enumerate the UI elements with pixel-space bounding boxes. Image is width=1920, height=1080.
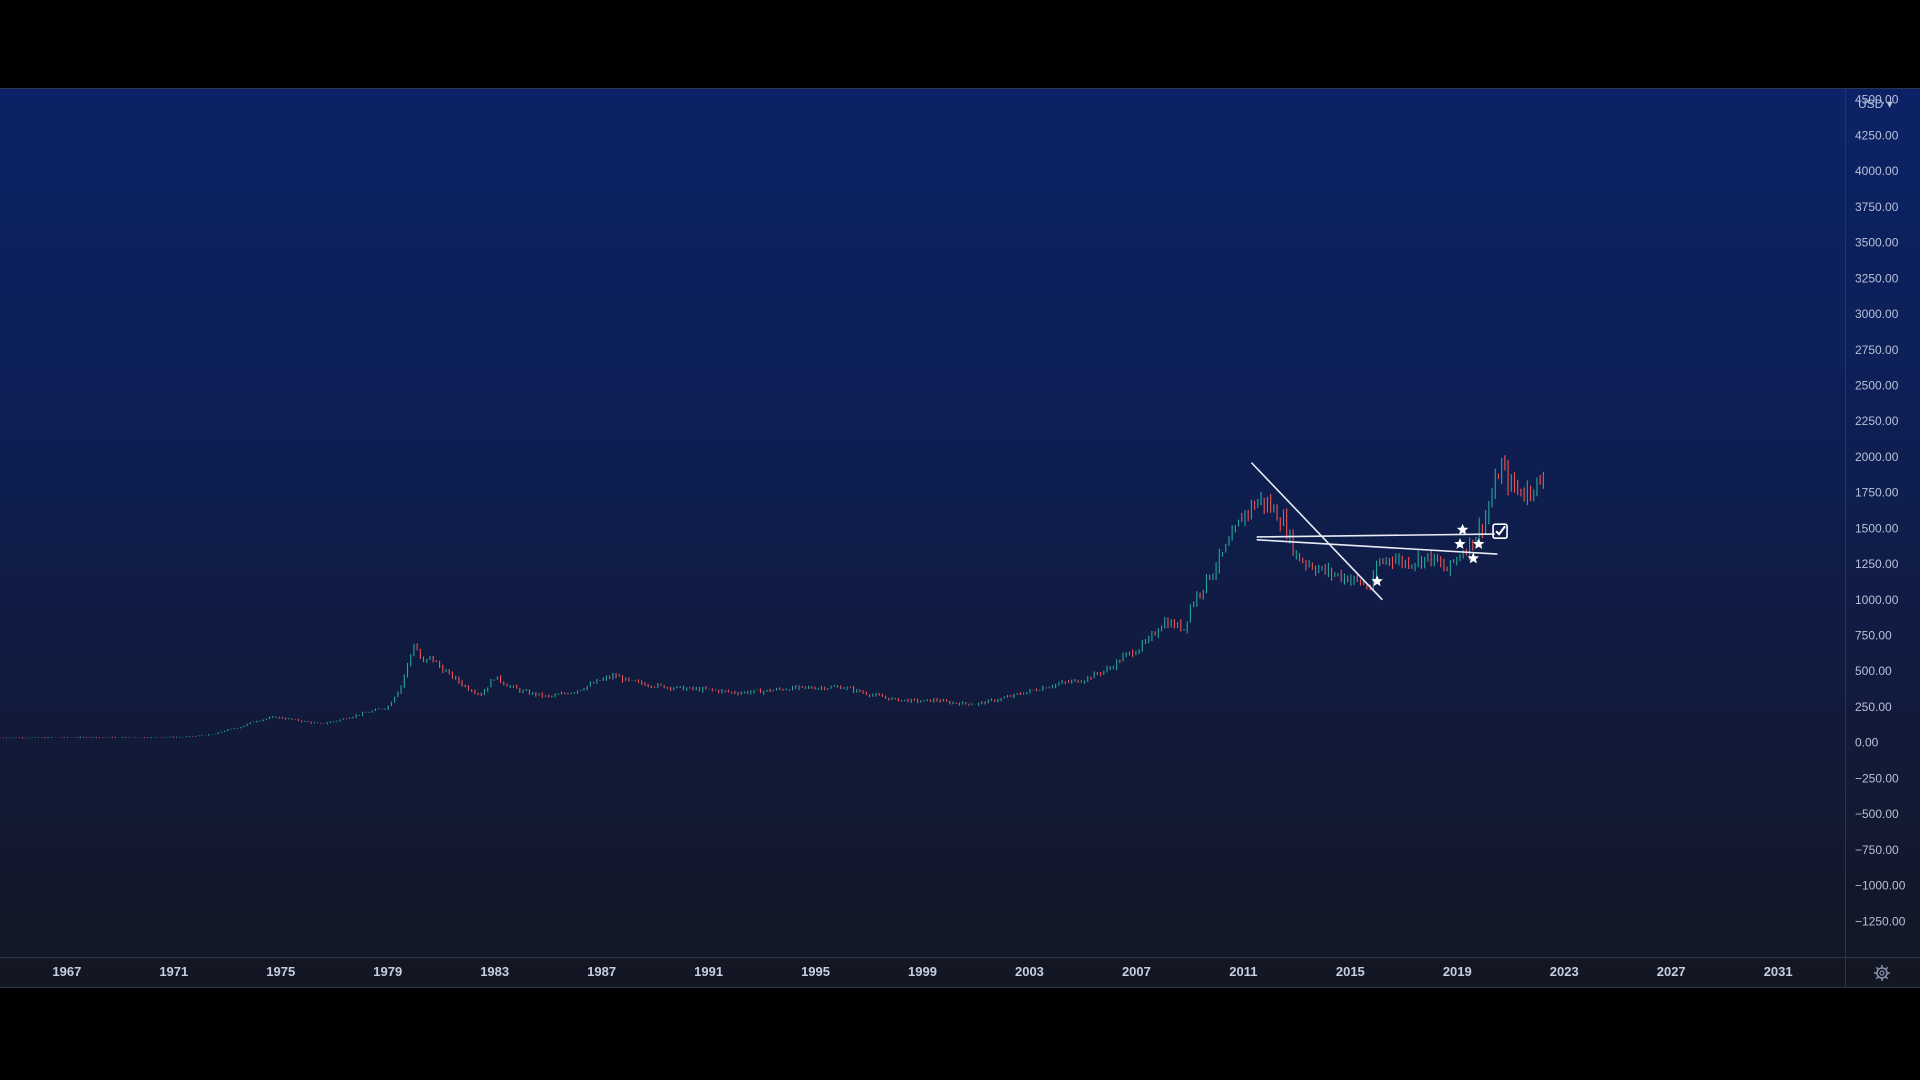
star-icon[interactable] [1473,538,1485,549]
price-tick-label: 3750.00 [1855,200,1899,214]
time-tick-label: 2011 [1229,964,1257,979]
price-tick-label: 4250.00 [1855,128,1899,142]
price-tick-label: 1250.00 [1855,557,1899,571]
price-axis-labels: 4500.00 4250.00 4000.00 3750.00 3500.00 3250.… [1855,93,1906,929]
time-tick-label: 2007 [1122,964,1151,979]
time-tick-label: 2015 [1336,964,1365,979]
price-tick-label: −500.00 [1855,807,1899,821]
price-tick-label: 1000.00 [1855,593,1899,607]
star-icon[interactable] [1371,575,1383,587]
time-tick-label: 2031 [1764,964,1793,979]
settings-gear-icon[interactable] [1872,963,1892,983]
price-tick-label: 0.00 [1855,736,1879,750]
time-tick-label: 2019 [1443,964,1472,979]
time-tick-label: 1967 [52,964,81,979]
time-tick-label: 1999 [908,964,937,979]
time-tick-label: 1975 [266,964,295,979]
checkmark-icon[interactable] [1495,525,1506,536]
chart-area[interactable]: 4500.00 4250.00 4000.00 3750.00 3500.00 3250.… [0,88,1920,988]
price-series-group [0,455,1544,739]
currency-selector-button[interactable]: USD ▾ [1858,97,1893,111]
time-tick-label: 1995 [801,964,830,979]
price-tick-label: 1500.00 [1855,521,1899,535]
trendline-drawing[interactable] [1256,533,1495,538]
price-tick-label: 500.00 [1855,664,1892,678]
star-icon[interactable] [1456,523,1469,535]
time-tick-label: 2023 [1550,964,1579,979]
time-tick-label: 1987 [587,964,616,979]
time-tick-label: 2003 [1015,964,1044,979]
star-icon[interactable] [1467,552,1479,564]
time-axis-labels: 1967 1971 1975 1979 1983 1987 1991 1995 1999 2003… [52,964,1792,979]
price-tick-label: 2750.00 [1855,343,1899,357]
price-tick-label: 2250.00 [1855,414,1899,428]
price-tick-label: 4500.00 [1855,93,1899,107]
price-scale-divider [1845,89,1846,987]
time-tick-label: 1991 [694,964,723,979]
trendline-drawing[interactable] [1256,538,1498,555]
price-chart[interactable]: 4500.00 4250.00 4000.00 3750.00 3500.00 3250.… [0,89,1920,987]
trendline-drawing[interactable] [1250,462,1383,601]
price-tick-label: −250.00 [1855,771,1899,785]
price-tick-label: −750.00 [1855,843,1899,857]
price-tick-label: −1000.00 [1855,879,1906,893]
time-tick-label: 2027 [1657,964,1686,979]
price-tick-label: 250.00 [1855,700,1892,714]
time-scale-divider [0,957,1920,958]
price-tick-label: 3250.00 [1855,271,1899,285]
price-tick-label: −1250.00 [1855,914,1906,928]
time-tick-label: 1979 [373,964,402,979]
checkbox-icon[interactable] [1492,523,1508,540]
price-tick-label: 2000.00 [1855,450,1899,464]
price-tick-label: 3000.00 [1855,307,1899,321]
price-tick-label: 4000.00 [1855,164,1899,178]
price-tick-label: 3500.00 [1855,236,1899,250]
time-tick-label: 1971 [159,964,188,979]
price-tick-label: 750.00 [1855,629,1892,643]
drawing-annotations[interactable] [1250,462,1508,601]
price-tick-label: 1750.00 [1855,486,1899,500]
price-tick-label: 2500.00 [1855,378,1899,392]
time-tick-label: 1983 [480,964,509,979]
star-icon[interactable] [1454,538,1466,549]
